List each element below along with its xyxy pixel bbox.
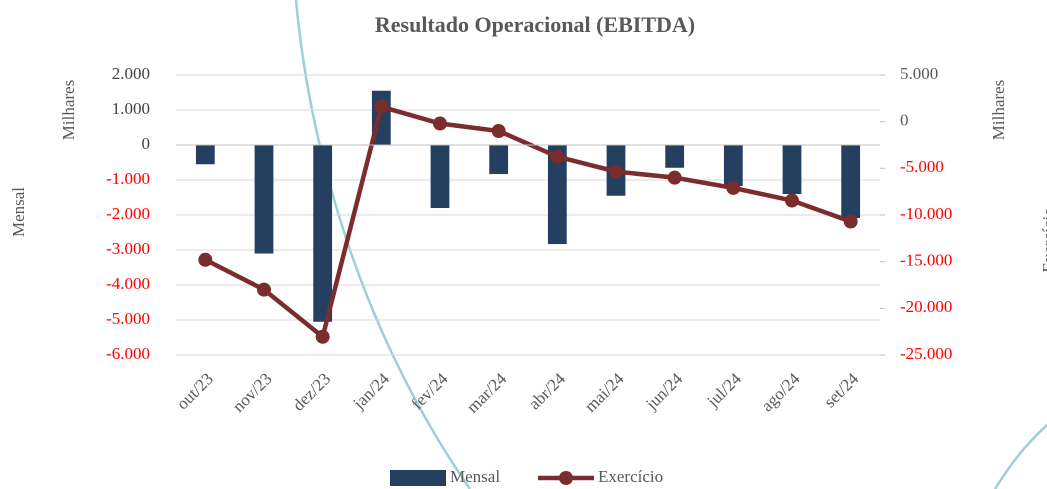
y-tick-label: -6.000 xyxy=(106,344,150,363)
y-tick-label: 2.000 xyxy=(112,64,150,83)
x-tick-label: dez/23 xyxy=(289,369,334,414)
legend-label: Mensal xyxy=(450,467,500,486)
bar xyxy=(547,145,567,245)
y-tick-label: -5.000 xyxy=(106,309,150,328)
marker xyxy=(843,214,858,229)
y-tick-label: -2.000 xyxy=(106,204,150,223)
y2-axis-unit: Milhares xyxy=(989,80,1008,140)
y-axis-title: Mensal xyxy=(9,187,28,237)
marker xyxy=(785,193,799,208)
x-tick-label: out/23 xyxy=(173,369,217,413)
y-tick-label: -1.000 xyxy=(106,169,150,188)
bar xyxy=(313,145,333,322)
y-tick-label: -4.000 xyxy=(106,274,150,293)
marker xyxy=(550,149,565,164)
x-tick-label: set/24 xyxy=(820,369,863,412)
y2-tick-label: -25.000 xyxy=(900,344,952,363)
y-tick-label: 0 xyxy=(142,134,151,153)
marker xyxy=(726,180,741,195)
bar xyxy=(430,145,450,208)
y-tick-label: 1.000 xyxy=(112,99,150,118)
legend-label: Exercício xyxy=(598,467,663,486)
y2-tick-label: 5.000 xyxy=(900,64,938,83)
legend-swatch xyxy=(390,470,446,486)
bar xyxy=(489,145,509,175)
y2-tick-label: -20.000 xyxy=(900,297,952,316)
x-tick-label: jan/24 xyxy=(349,369,394,414)
marker xyxy=(433,116,447,131)
marker xyxy=(257,282,271,297)
marker xyxy=(374,99,389,114)
y-axis-unit: Milhares xyxy=(59,80,78,140)
bar xyxy=(723,145,743,186)
x-tick-label: jun/24 xyxy=(641,369,686,414)
line xyxy=(204,103,852,341)
x-tick-label: mai/24 xyxy=(581,369,628,416)
bar xyxy=(195,145,215,165)
x-tick-label: fev/24 xyxy=(407,369,451,413)
decoration xyxy=(993,424,1047,489)
marker xyxy=(667,170,682,185)
y2-tick-label: -5.000 xyxy=(900,157,944,176)
x-tick-label: abr/24 xyxy=(525,369,569,413)
bar xyxy=(782,145,802,194)
marker xyxy=(491,124,506,138)
x-tick-label: mar/24 xyxy=(463,369,511,417)
y2-tick-label: -15.000 xyxy=(900,251,952,270)
marker xyxy=(315,329,330,344)
marker xyxy=(198,252,213,267)
y2-tick-label: -10.000 xyxy=(900,204,952,223)
legend-swatch xyxy=(559,471,573,485)
y2-tick-label: 0 xyxy=(900,111,909,130)
bar xyxy=(665,145,685,168)
chart-title: Resultado Operacional (EBITDA) xyxy=(375,12,695,37)
marker xyxy=(609,164,623,179)
bar xyxy=(841,145,861,219)
bar xyxy=(254,145,274,254)
x-tick-label: ago/24 xyxy=(757,369,804,416)
y-tick-label: -3.000 xyxy=(106,239,150,258)
x-tick-label: jul/24 xyxy=(703,369,746,412)
y2-axis-title: Exercício xyxy=(1039,207,1047,272)
x-tick-label: nov/23 xyxy=(229,369,276,416)
